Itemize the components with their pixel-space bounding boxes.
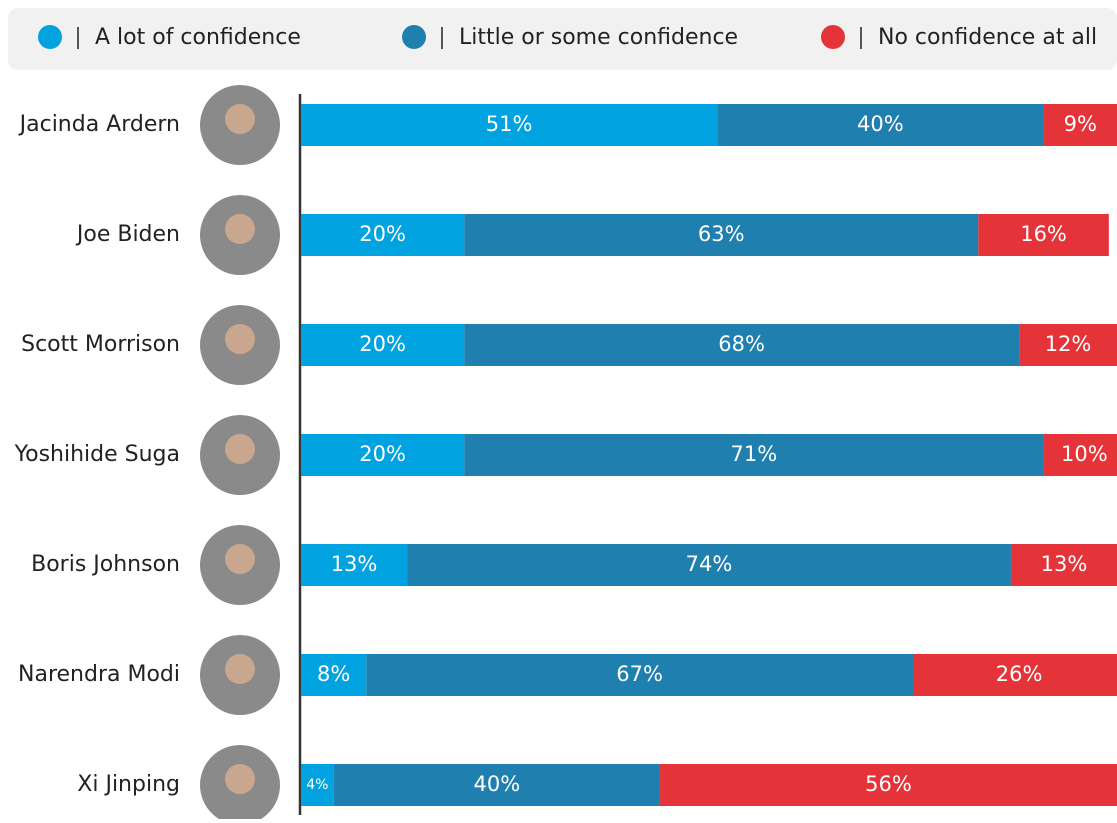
legend-marker bbox=[402, 25, 426, 49]
value-label: 74% bbox=[686, 552, 733, 576]
value-label: 26% bbox=[996, 662, 1043, 686]
value-label: 40% bbox=[473, 772, 520, 796]
avatar-face bbox=[225, 764, 255, 794]
avatar-face bbox=[225, 654, 255, 684]
value-label: 67% bbox=[616, 662, 663, 686]
category-label: Boris Johnson bbox=[31, 552, 180, 577]
value-label: 13% bbox=[1041, 552, 1088, 576]
category-label: Xi Jinping bbox=[77, 772, 180, 797]
value-label: 51% bbox=[486, 112, 533, 136]
value-label: 20% bbox=[359, 442, 406, 466]
value-label: 63% bbox=[698, 222, 745, 246]
legend-label: A lot of confidence bbox=[95, 25, 301, 50]
value-label: 40% bbox=[857, 112, 904, 136]
value-label: 71% bbox=[731, 442, 778, 466]
value-label: 56% bbox=[865, 772, 912, 796]
category-label: Narendra Modi bbox=[18, 662, 180, 687]
category-label: Joe Biden bbox=[75, 222, 180, 247]
category-label: Scott Morrison bbox=[21, 332, 180, 357]
chart: A lot of confidence Little or some confid… bbox=[0, 0, 1117, 819]
value-label: 9% bbox=[1064, 112, 1097, 136]
value-label: 16% bbox=[1020, 222, 1067, 246]
avatar-face bbox=[225, 214, 255, 244]
value-label: 68% bbox=[718, 332, 765, 356]
value-label: 20% bbox=[359, 222, 406, 246]
legend-label: Little or some confidence bbox=[459, 25, 738, 50]
value-label: 20% bbox=[359, 332, 406, 356]
value-label: 12% bbox=[1045, 332, 1092, 356]
legend-marker bbox=[821, 25, 845, 49]
page: A lot of confidence Little or some confid… bbox=[0, 0, 1117, 819]
legend-label: No confidence at all bbox=[878, 25, 1097, 50]
value-label: 10% bbox=[1061, 442, 1108, 466]
legend-marker bbox=[38, 25, 62, 49]
avatar-face bbox=[225, 434, 255, 464]
category-label: Yoshihide Suga bbox=[14, 442, 180, 467]
category-label: Jacinda Ardern bbox=[18, 112, 180, 137]
value-label: 4% bbox=[306, 777, 328, 793]
value-label: 13% bbox=[331, 552, 378, 576]
avatar-face bbox=[225, 544, 255, 574]
avatar-face bbox=[225, 324, 255, 354]
value-label: 8% bbox=[317, 662, 350, 686]
avatar-face bbox=[225, 104, 255, 134]
